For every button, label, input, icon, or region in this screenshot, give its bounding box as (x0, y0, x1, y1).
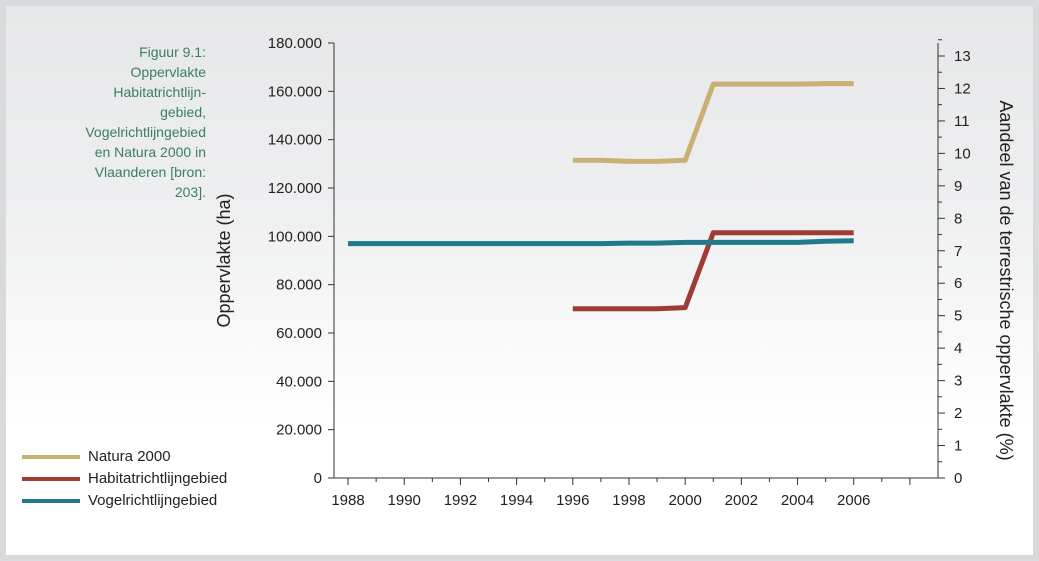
legend-swatch-habitatrichtlijngebied (22, 477, 80, 481)
x-tick-label: 2002 (725, 492, 758, 509)
series-line-vogelrichtlijngebied (348, 238, 854, 247)
y2-tick-label: 1 (954, 438, 962, 455)
y-tick-label: 180.000 (268, 35, 322, 52)
y-tick-label: 80.000 (276, 277, 322, 294)
y-tick-label: 140.000 (268, 132, 322, 149)
x-tick-label: 1988 (331, 492, 364, 509)
figure-caption: Figuur 9.1: Oppervlakte Habitatrichtlijn… (85, 44, 206, 200)
x-tick-label: 2004 (781, 492, 814, 509)
y-tick-label: 160.000 (268, 83, 322, 100)
y2-tick-label: 0 (954, 470, 962, 487)
y2-tick-label: 6 (954, 275, 962, 292)
legend-swatch-vogelrichtlijngebied (22, 499, 80, 503)
y-tick-label: 100.000 (268, 228, 322, 245)
y-axis-title: Oppervlakte (ha) (214, 193, 234, 327)
y2-tick-label: 12 (954, 80, 971, 97)
x-tick-label: 2006 (837, 492, 870, 509)
y2-axis-title: Aandeel van de terrestrische oppervlakte… (996, 100, 1016, 460)
y2-tick-label: 11 (954, 113, 970, 130)
x-tick-label: 1998 (612, 492, 645, 509)
series-line-habitatrichtlijngebied (572, 230, 854, 312)
y2-tick-label: 10 (954, 145, 971, 162)
x-tick-label: 1994 (500, 492, 533, 509)
y-tick-label: 0 (314, 470, 322, 487)
y2-tick-label: 4 (954, 340, 962, 357)
legend-label-vogelrichtlijngebied: Vogelrichtlijngebied (88, 492, 218, 509)
y-tick-label: 60.000 (276, 325, 322, 342)
x-tick-label: 1996 (556, 492, 589, 509)
series-line-natura-2000 (572, 81, 854, 164)
line-chart: 0 20.000 40.000 60.000 80.000 100.000 120.000 1… (214, 35, 1016, 509)
y2-tick-label: 8 (954, 210, 962, 227)
x-tick-label: 1992 (444, 492, 477, 509)
y2-tick-label: 2 (954, 405, 962, 422)
y2-tick-label: 9 (954, 178, 962, 195)
y2-tick-label: 7 (954, 243, 962, 260)
y2-tick-label: 5 (954, 308, 962, 325)
x-tick-label: 1990 (388, 492, 421, 509)
y-tick-label: 40.000 (276, 373, 322, 390)
legend-swatch-natura-2000 (22, 455, 80, 459)
y2-tick-label: 13 (954, 48, 971, 65)
legend-label-natura-2000: Natura 2000 (88, 448, 171, 465)
y-tick-label: 120.000 (268, 180, 322, 197)
y-tick-label: 20.000 (276, 422, 322, 439)
x-tick-label: 2000 (668, 492, 701, 509)
y2-tick-label: 3 (954, 373, 962, 390)
legend-label-habitatrichtlijngebied: Habitatrichtlijngebied (88, 470, 228, 487)
